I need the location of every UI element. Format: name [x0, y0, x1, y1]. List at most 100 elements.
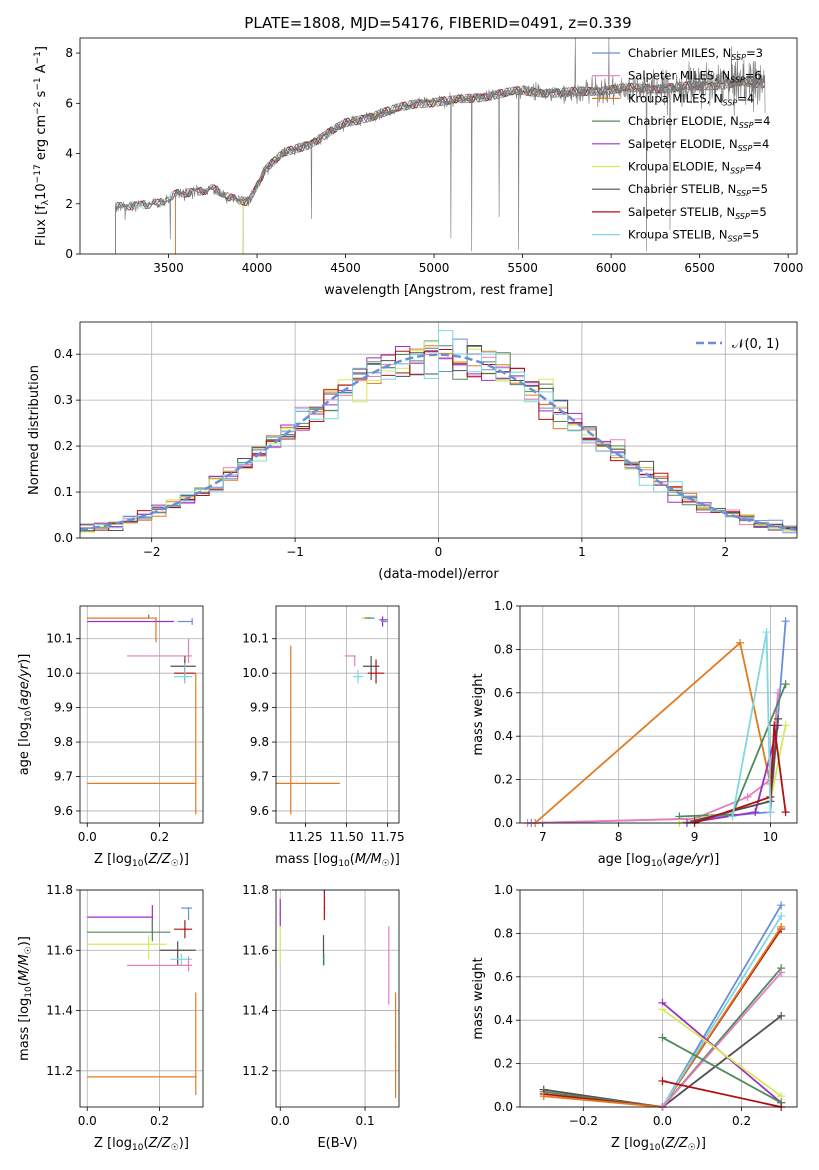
data-marker: [781, 721, 790, 730]
data-point: [368, 617, 371, 619]
data-point: [191, 620, 193, 623]
spectrum-panel: 3500 4000 4500 5000 5500 6000 6500 7000 0 2 4 6 8 wav…: [33, 37, 803, 298]
mass-vs-metallicity-panel: 0.0 0.2 11.2 11.4 11.6 11.8 Z [log10(Z/Z☉)] mas…: [17, 883, 204, 1153]
data-point: [289, 782, 292, 785]
series-line: [661, 915, 782, 1108]
series-line: [662, 1080, 782, 1108]
x-tick-label: 4500: [330, 261, 361, 275]
gaussian-curve: [79, 353, 798, 532]
axes-frame: [79, 889, 204, 1108]
y-tick-label: 11.6: [242, 943, 269, 957]
y-tick-label: 0.3: [54, 393, 73, 407]
series-line: [731, 631, 772, 817]
y-tick-label: 0.2: [494, 1057, 513, 1071]
legend-label: Salpeter ELODIE, NSSP=4: [628, 137, 769, 153]
x-tick-label: 11.25: [288, 830, 322, 844]
series-line: [534, 641, 779, 824]
data-point: [187, 655, 190, 657]
y-tick-label: 0.1: [54, 485, 73, 499]
data-marker: [762, 628, 771, 637]
y-tick-label: 11.4: [46, 1004, 73, 1018]
x-tick-label: 9: [691, 830, 699, 844]
x-tick-label: 11.50: [329, 830, 363, 844]
x-axis-label: wavelength [Angstrom, rest frame]: [324, 283, 553, 298]
data-point: [187, 907, 190, 909]
x-tick-label: 6500: [684, 261, 715, 275]
x-tick-label: 11.75: [370, 830, 404, 844]
x-tick-label: 0.2: [150, 830, 169, 844]
data-marker: [743, 792, 752, 801]
x-tick-label: 0.0: [271, 1114, 290, 1128]
y-tick-label: 10.1: [242, 632, 269, 646]
legend-label: Salpeter STELIB, NSSP=5: [628, 205, 767, 221]
data-point: [353, 655, 356, 657]
y-tick-label: 2: [65, 197, 73, 211]
y-tick-label: 0.6: [494, 686, 513, 700]
legend-label: Kroupa STELIB, NSSP=5: [628, 228, 759, 244]
y-tick-label: 11.4: [242, 1004, 269, 1018]
age-vs-mass-panel: 11.25 11.50 11.75 9.6 9.7 9.8 9.9 10.0 10.1 mass …: [242, 605, 405, 869]
model-spectrum-line: [114, 77, 765, 254]
y-tick-label: 0.8: [494, 642, 513, 656]
data-marker: [777, 1011, 786, 1020]
data-marker: [781, 808, 790, 817]
data-point: [151, 931, 154, 933]
y-tick-label: 9.9: [54, 701, 73, 715]
x-tick-label: 0.0: [78, 1114, 97, 1128]
axis-label: mass [log10(M/M☉)]: [17, 936, 34, 1061]
x-tick-label: 0.2: [150, 1114, 169, 1128]
x-tick-label: 10: [763, 830, 778, 844]
axes-frame: [275, 889, 400, 1108]
y-axis-label: mass weight: [471, 673, 486, 755]
data-point: [279, 943, 282, 946]
data-marker: [658, 1076, 667, 1085]
x-tick-label: 0: [435, 545, 443, 559]
x-tick-label: 3500: [153, 261, 184, 275]
axes-frame: [79, 321, 798, 539]
legend-label: Chabrier STELIB, NSSP=5: [628, 182, 768, 198]
axis-label: mass [log10(M/M☉)]: [275, 852, 400, 869]
data-marker: [539, 1092, 548, 1101]
x-tick-label: −1: [286, 545, 304, 559]
y-tick-label: 9.6: [54, 804, 73, 818]
axis-label: age [log10(age/yr)]: [598, 852, 720, 869]
y-tick-label: 0.2: [494, 773, 513, 787]
figure-title: PLATE=1808, MJD=54176, FIBERID=0491, z=0…: [244, 14, 631, 32]
data-point: [279, 913, 282, 915]
x-tick-label: 5500: [507, 261, 538, 275]
residual-histogram-panel: −2 −1 0 1 2 0.0 0.1 0.2 0.3 0.4 (data-model)/error…: [27, 321, 798, 582]
series-line: [661, 904, 782, 1108]
axis-label: E(B-V): [317, 1136, 357, 1151]
axes-frame: [79, 605, 204, 824]
axis-label: Flux [fλ10−17 erg cm−2 s−1 A−1]: [33, 46, 51, 246]
y-tick-label: 9.7: [54, 770, 73, 784]
y-tick-label: 11.6: [46, 943, 73, 957]
data-point: [394, 1045, 397, 1048]
data-marker: [770, 721, 779, 730]
y-tick-label: 0.4: [494, 1013, 513, 1027]
y-tick-label: 0.0: [54, 531, 73, 545]
y-tick-label: 0.4: [494, 729, 513, 743]
data-marker: [777, 912, 786, 921]
data-point: [357, 675, 359, 678]
y-tick-label: 0.2: [54, 439, 73, 453]
legend-label: Salpeter MILES, NSSP=6: [628, 69, 762, 85]
series-line: [661, 1008, 782, 1097]
x-tick-label: 6000: [596, 261, 627, 275]
data-point: [184, 675, 186, 678]
legend-label: Kroupa ELODIE, NSSP=4: [628, 160, 762, 176]
data-point: [323, 907, 326, 909]
data-point: [370, 665, 372, 668]
data-point: [375, 672, 377, 674]
y-tick-label: 6: [65, 96, 73, 110]
data-point: [147, 943, 150, 946]
series-line: [662, 1036, 782, 1104]
y-tick-label: 0.4: [54, 347, 73, 361]
data-marker: [658, 1005, 667, 1014]
data-point: [194, 782, 197, 785]
y-tick-label: 9.9: [250, 701, 269, 715]
data-point: [184, 928, 186, 930]
legend-label: Chabrier ELODIE, NSSP=4: [628, 114, 770, 130]
y-tick-label: 9.8: [250, 735, 269, 749]
x-tick-label: 7: [539, 830, 547, 844]
